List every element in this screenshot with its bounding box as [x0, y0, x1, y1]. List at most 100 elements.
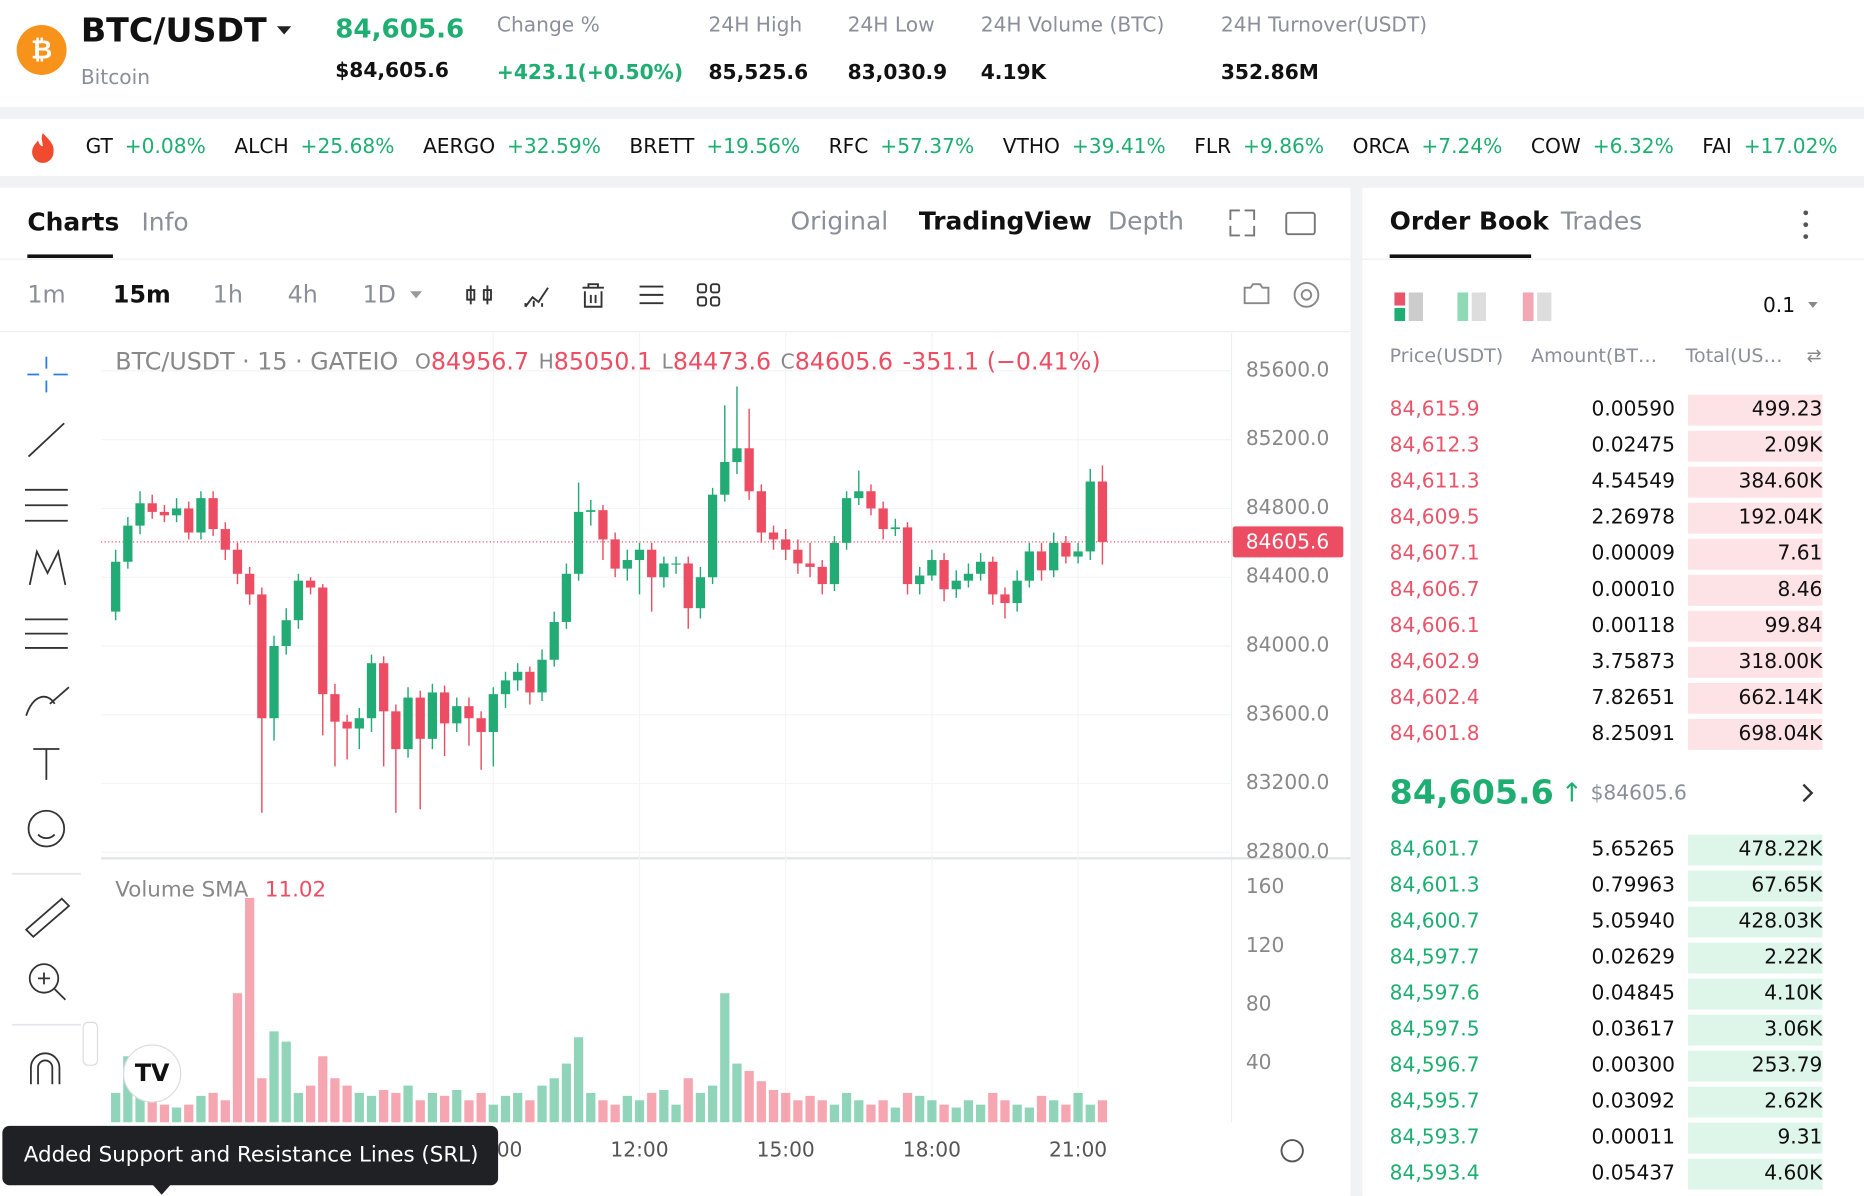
interval[interactable]: 1D — [363, 281, 396, 309]
volume-bar — [476, 1092, 486, 1123]
ob-price[interactable]: 84,609.5 — [1390, 505, 1480, 529]
ob-amount: 0.04845 — [1592, 981, 1675, 1005]
ticker-symbol[interactable]: VTHO — [1003, 134, 1060, 158]
tv-logo[interactable] — [123, 1044, 182, 1103]
ob-price[interactable]: 84,593.7 — [1390, 1125, 1480, 1149]
emoji-tool[interactable] — [27, 809, 66, 848]
ob-price[interactable]: 84,606.1 — [1390, 613, 1480, 637]
mode-icon[interactable] — [1394, 292, 1406, 306]
axis-settings-icon[interactable] — [1280, 1139, 1304, 1163]
ob-tab[interactable]: Order Book — [1390, 206, 1551, 235]
ob-amount: 0.05437 — [1592, 1161, 1675, 1185]
pattern-tool[interactable] — [28, 548, 67, 586]
ob-mode-icons[interactable] — [1394, 292, 1552, 322]
settings-icon[interactable] — [1293, 282, 1320, 308]
ob-price[interactable]: 84,615.9 — [1390, 397, 1480, 421]
ticker-change[interactable]: +19.56% — [706, 134, 800, 158]
ob-price[interactable]: 84,602.9 — [1390, 649, 1480, 673]
interval[interactable]: 15m — [113, 281, 171, 309]
ob-precision[interactable]: 0.1 — [1763, 293, 1795, 317]
ticker-symbol[interactable]: FLR — [1194, 134, 1231, 158]
ticker-change[interactable]: +57.37% — [880, 134, 974, 158]
ticker-symbol[interactable]: GT — [86, 134, 114, 158]
grid-icon[interactable] — [709, 283, 721, 294]
ticker-change[interactable]: +0.08% — [125, 134, 206, 158]
ticker-symbol[interactable]: COW — [1531, 134, 1581, 158]
pair-title[interactable]: BTC/USDT — [81, 11, 267, 50]
swap-icon[interactable]: ⇄ — [1807, 346, 1822, 367]
candle-body — [829, 542, 840, 585]
ob-price[interactable]: 84,612.3 — [1390, 433, 1480, 457]
zoom-tool[interactable] — [28, 963, 60, 994]
volume-bar — [598, 1100, 608, 1123]
interval-caret[interactable] — [410, 291, 423, 299]
fullscreen-icon[interactable] — [1229, 209, 1256, 237]
trash-icon[interactable] — [582, 283, 604, 308]
ob-price[interactable]: 84,601.3 — [1390, 873, 1480, 897]
ob-tab[interactable]: Trades — [1560, 206, 1642, 235]
view-tab[interactable]: Depth — [1108, 206, 1184, 235]
volume-bar — [293, 1092, 304, 1123]
indicators-icon[interactable] — [524, 287, 549, 308]
interval[interactable]: 1m — [27, 281, 65, 309]
ob-price[interactable]: 84,596.7 — [1390, 1053, 1480, 1077]
grid-icon[interactable] — [696, 296, 708, 307]
ob-price[interactable]: 84,611.3 — [1390, 469, 1480, 493]
ticker-change[interactable]: +9.86% — [1243, 134, 1324, 158]
ob-price[interactable]: 84,593.4 — [1390, 1161, 1480, 1185]
text-tool[interactable] — [33, 748, 60, 780]
panel-tab[interactable]: Info — [141, 208, 188, 237]
candle-body — [805, 563, 815, 567]
ticker-change[interactable]: +32.59% — [507, 134, 601, 158]
fib-tool[interactable] — [24, 488, 68, 522]
projection-tool[interactable] — [24, 618, 68, 649]
grid-icon[interactable] — [709, 296, 721, 307]
ticker-symbol[interactable]: FAI — [1702, 134, 1732, 158]
brush-tool[interactable] — [25, 686, 70, 716]
ticker-change[interactable]: +17.02% — [1744, 134, 1838, 158]
ticker-change[interactable]: +39.41% — [1072, 134, 1166, 158]
mode-icon[interactable] — [1457, 292, 1469, 322]
list-icon[interactable] — [639, 285, 664, 305]
ruler-tool[interactable] — [24, 897, 71, 939]
interval[interactable]: 1h — [213, 281, 243, 309]
candle-type-icon[interactable] — [466, 285, 492, 305]
ob-price[interactable]: 84,597.5 — [1390, 1017, 1480, 1041]
ob-price[interactable]: 84,601.7 — [1390, 837, 1480, 861]
view-tab[interactable]: TradingView — [919, 206, 1092, 235]
grid-icon[interactable] — [696, 283, 708, 294]
ticker-symbol[interactable]: BRETT — [629, 134, 695, 158]
crosshair-tool[interactable] — [27, 356, 68, 393]
ob-price[interactable]: 84,597.7 — [1390, 945, 1480, 969]
ob-kebab[interactable] — [1803, 210, 1809, 239]
trendline-tool[interactable] — [27, 422, 65, 458]
collapse-handle[interactable] — [82, 1021, 99, 1066]
pair-caret[interactable] — [276, 26, 292, 35]
layout-icon[interactable] — [1285, 211, 1316, 236]
ob-price[interactable]: 84,607.1 — [1390, 541, 1480, 565]
view-tab[interactable]: Original — [791, 206, 889, 235]
ticker-change[interactable]: +6.32% — [1593, 134, 1674, 158]
price-tick-label: 83600.0 — [1246, 701, 1329, 725]
magnet-tool[interactable] — [30, 1052, 61, 1085]
ob-total: 384.60K — [1739, 469, 1824, 493]
ob-price[interactable]: 84,595.7 — [1390, 1089, 1480, 1113]
ticker-symbol[interactable]: ORCA — [1353, 134, 1410, 158]
panel-tab[interactable]: Charts — [27, 208, 119, 237]
camera-icon[interactable] — [1243, 283, 1270, 305]
mode-icon[interactable] — [1522, 292, 1534, 322]
ob-total: 2.62K — [1764, 1089, 1823, 1113]
ticker-symbol[interactable]: ALCH — [234, 134, 288, 158]
ticker-change[interactable]: +25.68% — [301, 134, 395, 158]
ticker-change[interactable]: +7.24% — [1421, 134, 1502, 158]
interval[interactable]: 4h — [288, 281, 318, 309]
ticker-symbol[interactable]: RFC — [829, 134, 869, 158]
ticker-symbol[interactable]: AERGO — [423, 134, 495, 158]
ob-price[interactable]: 84,597.6 — [1390, 981, 1480, 1005]
precision-caret[interactable] — [1808, 301, 1818, 308]
mid-chevron[interactable] — [1802, 783, 1814, 803]
ob-price[interactable]: 84,606.7 — [1390, 577, 1480, 601]
ob-price[interactable]: 84,600.7 — [1390, 909, 1480, 933]
ob-price[interactable]: 84,602.4 — [1390, 685, 1480, 709]
ob-price[interactable]: 84,601.8 — [1390, 721, 1480, 745]
